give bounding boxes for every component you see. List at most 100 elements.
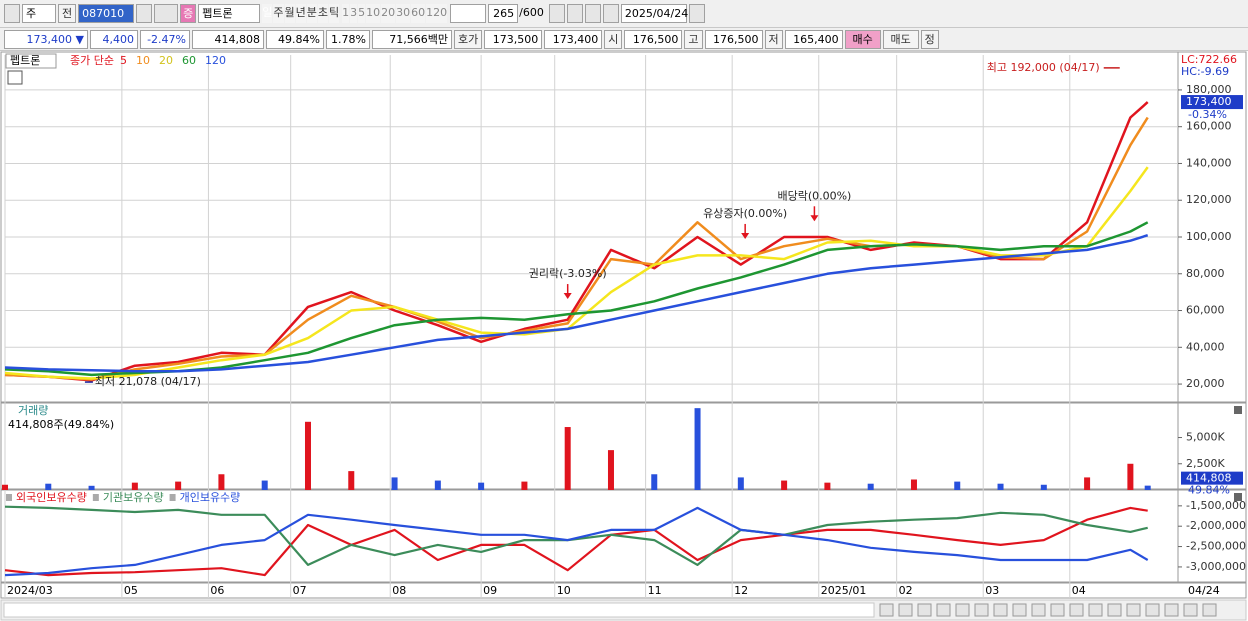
- scroll-icon[interactable]: [898, 603, 913, 617]
- tool-icon[interactable]: [566, 4, 583, 23]
- scroll-icon[interactable]: [1164, 603, 1179, 617]
- scroll-icon[interactable]: [974, 603, 989, 617]
- volume-bar: [607, 450, 614, 490]
- interval-button[interactable]: 30: [396, 4, 411, 23]
- interval-select[interactable]: [450, 4, 487, 23]
- last-ratio-label: 49.84%: [1188, 484, 1230, 497]
- scroll-icon[interactable]: [955, 603, 970, 617]
- change: 4,400: [90, 29, 138, 49]
- period-select[interactable]: 주: [22, 4, 56, 23]
- prev-button[interactable]: 전: [58, 4, 77, 23]
- volume-bar: [824, 482, 831, 490]
- volume-bar: [521, 481, 528, 490]
- count-max: /600: [519, 6, 544, 19]
- quote-label: 호가: [454, 29, 483, 49]
- y-tick-label: 40,000: [1186, 340, 1225, 353]
- volume-bar: [694, 408, 701, 490]
- x-tick-label: 05: [124, 584, 138, 597]
- interval-button[interactable]: 5: [358, 4, 366, 23]
- save-icon[interactable]: [584, 4, 601, 23]
- name-box: [5, 53, 57, 69]
- series-line: [4, 506, 1148, 577]
- volume-bar: [348, 471, 355, 490]
- series-line: [4, 234, 1149, 373]
- panel-frame: [0, 51, 1247, 404]
- interval-button[interactable]: 1: [342, 4, 350, 23]
- correct-button[interactable]: 정: [920, 29, 939, 49]
- volume-bar: [867, 483, 874, 490]
- scroll-icon[interactable]: [1088, 603, 1103, 617]
- bid: 173,400: [544, 29, 603, 49]
- scroll-icon[interactable]: [936, 603, 951, 617]
- sound-icon[interactable]: [154, 4, 179, 23]
- buy-button[interactable]: 매수: [844, 29, 881, 49]
- interval-button[interactable]: 120: [426, 4, 448, 23]
- scroll-icon[interactable]: [917, 603, 932, 617]
- menu-icon[interactable]: [4, 4, 20, 23]
- settings-icon[interactable]: [602, 4, 619, 23]
- date-input[interactable]: 2025/04/24: [620, 4, 688, 23]
- close-icon[interactable]: [1234, 406, 1242, 414]
- interval-button[interactable]: 10: [366, 4, 381, 23]
- scroll-icon[interactable]: [879, 603, 894, 617]
- last-date-label: 04/24: [1188, 584, 1220, 597]
- name-input[interactable]: 펩트론: [198, 4, 261, 23]
- scroll-icon[interactable]: [993, 603, 1008, 617]
- series-line: [4, 506, 1149, 577]
- legend-swatch: [169, 494, 176, 501]
- code-input[interactable]: 087010: [78, 4, 135, 23]
- high: 176,500: [704, 29, 763, 49]
- y-tick-label: -1,500,000: [1186, 499, 1246, 512]
- search-icon[interactable]: [136, 4, 153, 23]
- panel-frame: [0, 401, 1247, 491]
- scroll-icon[interactable]: [1031, 603, 1046, 617]
- sell-button[interactable]: 매도: [882, 29, 919, 49]
- legend-item: 60: [182, 54, 196, 67]
- scroll-icon[interactable]: [1107, 603, 1122, 617]
- calendar-icon[interactable]: [688, 4, 705, 23]
- scroll-icon[interactable]: [1202, 603, 1217, 617]
- scroll-icon[interactable]: [1050, 603, 1065, 617]
- tool-icon[interactable]: [548, 4, 565, 23]
- scroll-icon[interactable]: [1126, 603, 1141, 617]
- panel-title: 거래량: [18, 404, 48, 417]
- close-icon[interactable]: [1234, 493, 1242, 501]
- period-button[interactable]: 주: [273, 4, 284, 23]
- lc-label: LC:722.66: [1181, 53, 1237, 66]
- volume-bar: [478, 482, 485, 490]
- period-button[interactable]: 초: [317, 4, 328, 23]
- volume-bar: [997, 483, 1004, 490]
- volume-bar: [261, 480, 268, 490]
- last-volume-box: [1181, 471, 1243, 485]
- panel-frame: [0, 488, 1247, 583]
- scroll-icon[interactable]: [1069, 603, 1084, 617]
- y-tick-label: -2,000,000: [1186, 519, 1246, 532]
- legend-item: 10: [136, 54, 150, 67]
- scroll-icon[interactable]: [1183, 603, 1198, 617]
- volume-bar: [910, 479, 917, 490]
- interval-button[interactable]: 3: [350, 4, 358, 23]
- period-button[interactable]: 년: [295, 4, 306, 23]
- last-price-label: 173,400: [1186, 95, 1232, 108]
- count-input[interactable]: 265: [488, 4, 519, 23]
- interval-button[interactable]: 60: [411, 4, 426, 23]
- low-label: 저: [764, 29, 783, 49]
- period-button[interactable]: 틱: [329, 4, 340, 23]
- panel-subtitle: 414,808주(49.84%): [8, 418, 114, 431]
- scroll-icon[interactable]: [1012, 603, 1027, 617]
- legend-item: 5: [120, 54, 127, 67]
- scroll-icon[interactable]: [1145, 603, 1160, 617]
- period-button[interactable]: 분: [306, 4, 317, 23]
- y-tick-label: -2,500,000: [1186, 540, 1246, 553]
- interval-button[interactable]: 20: [381, 4, 396, 23]
- volume-bar: [781, 480, 788, 490]
- arrow-head: [563, 293, 572, 300]
- grid-icon[interactable]: [7, 70, 23, 85]
- y-tick-label: 140,000: [1186, 156, 1232, 169]
- legend-item: 기관보유수량: [103, 491, 164, 504]
- period-button[interactable]: 일: [262, 4, 273, 23]
- period-button[interactable]: 월: [284, 4, 295, 23]
- legend-item: 외국인보유수량: [16, 491, 87, 504]
